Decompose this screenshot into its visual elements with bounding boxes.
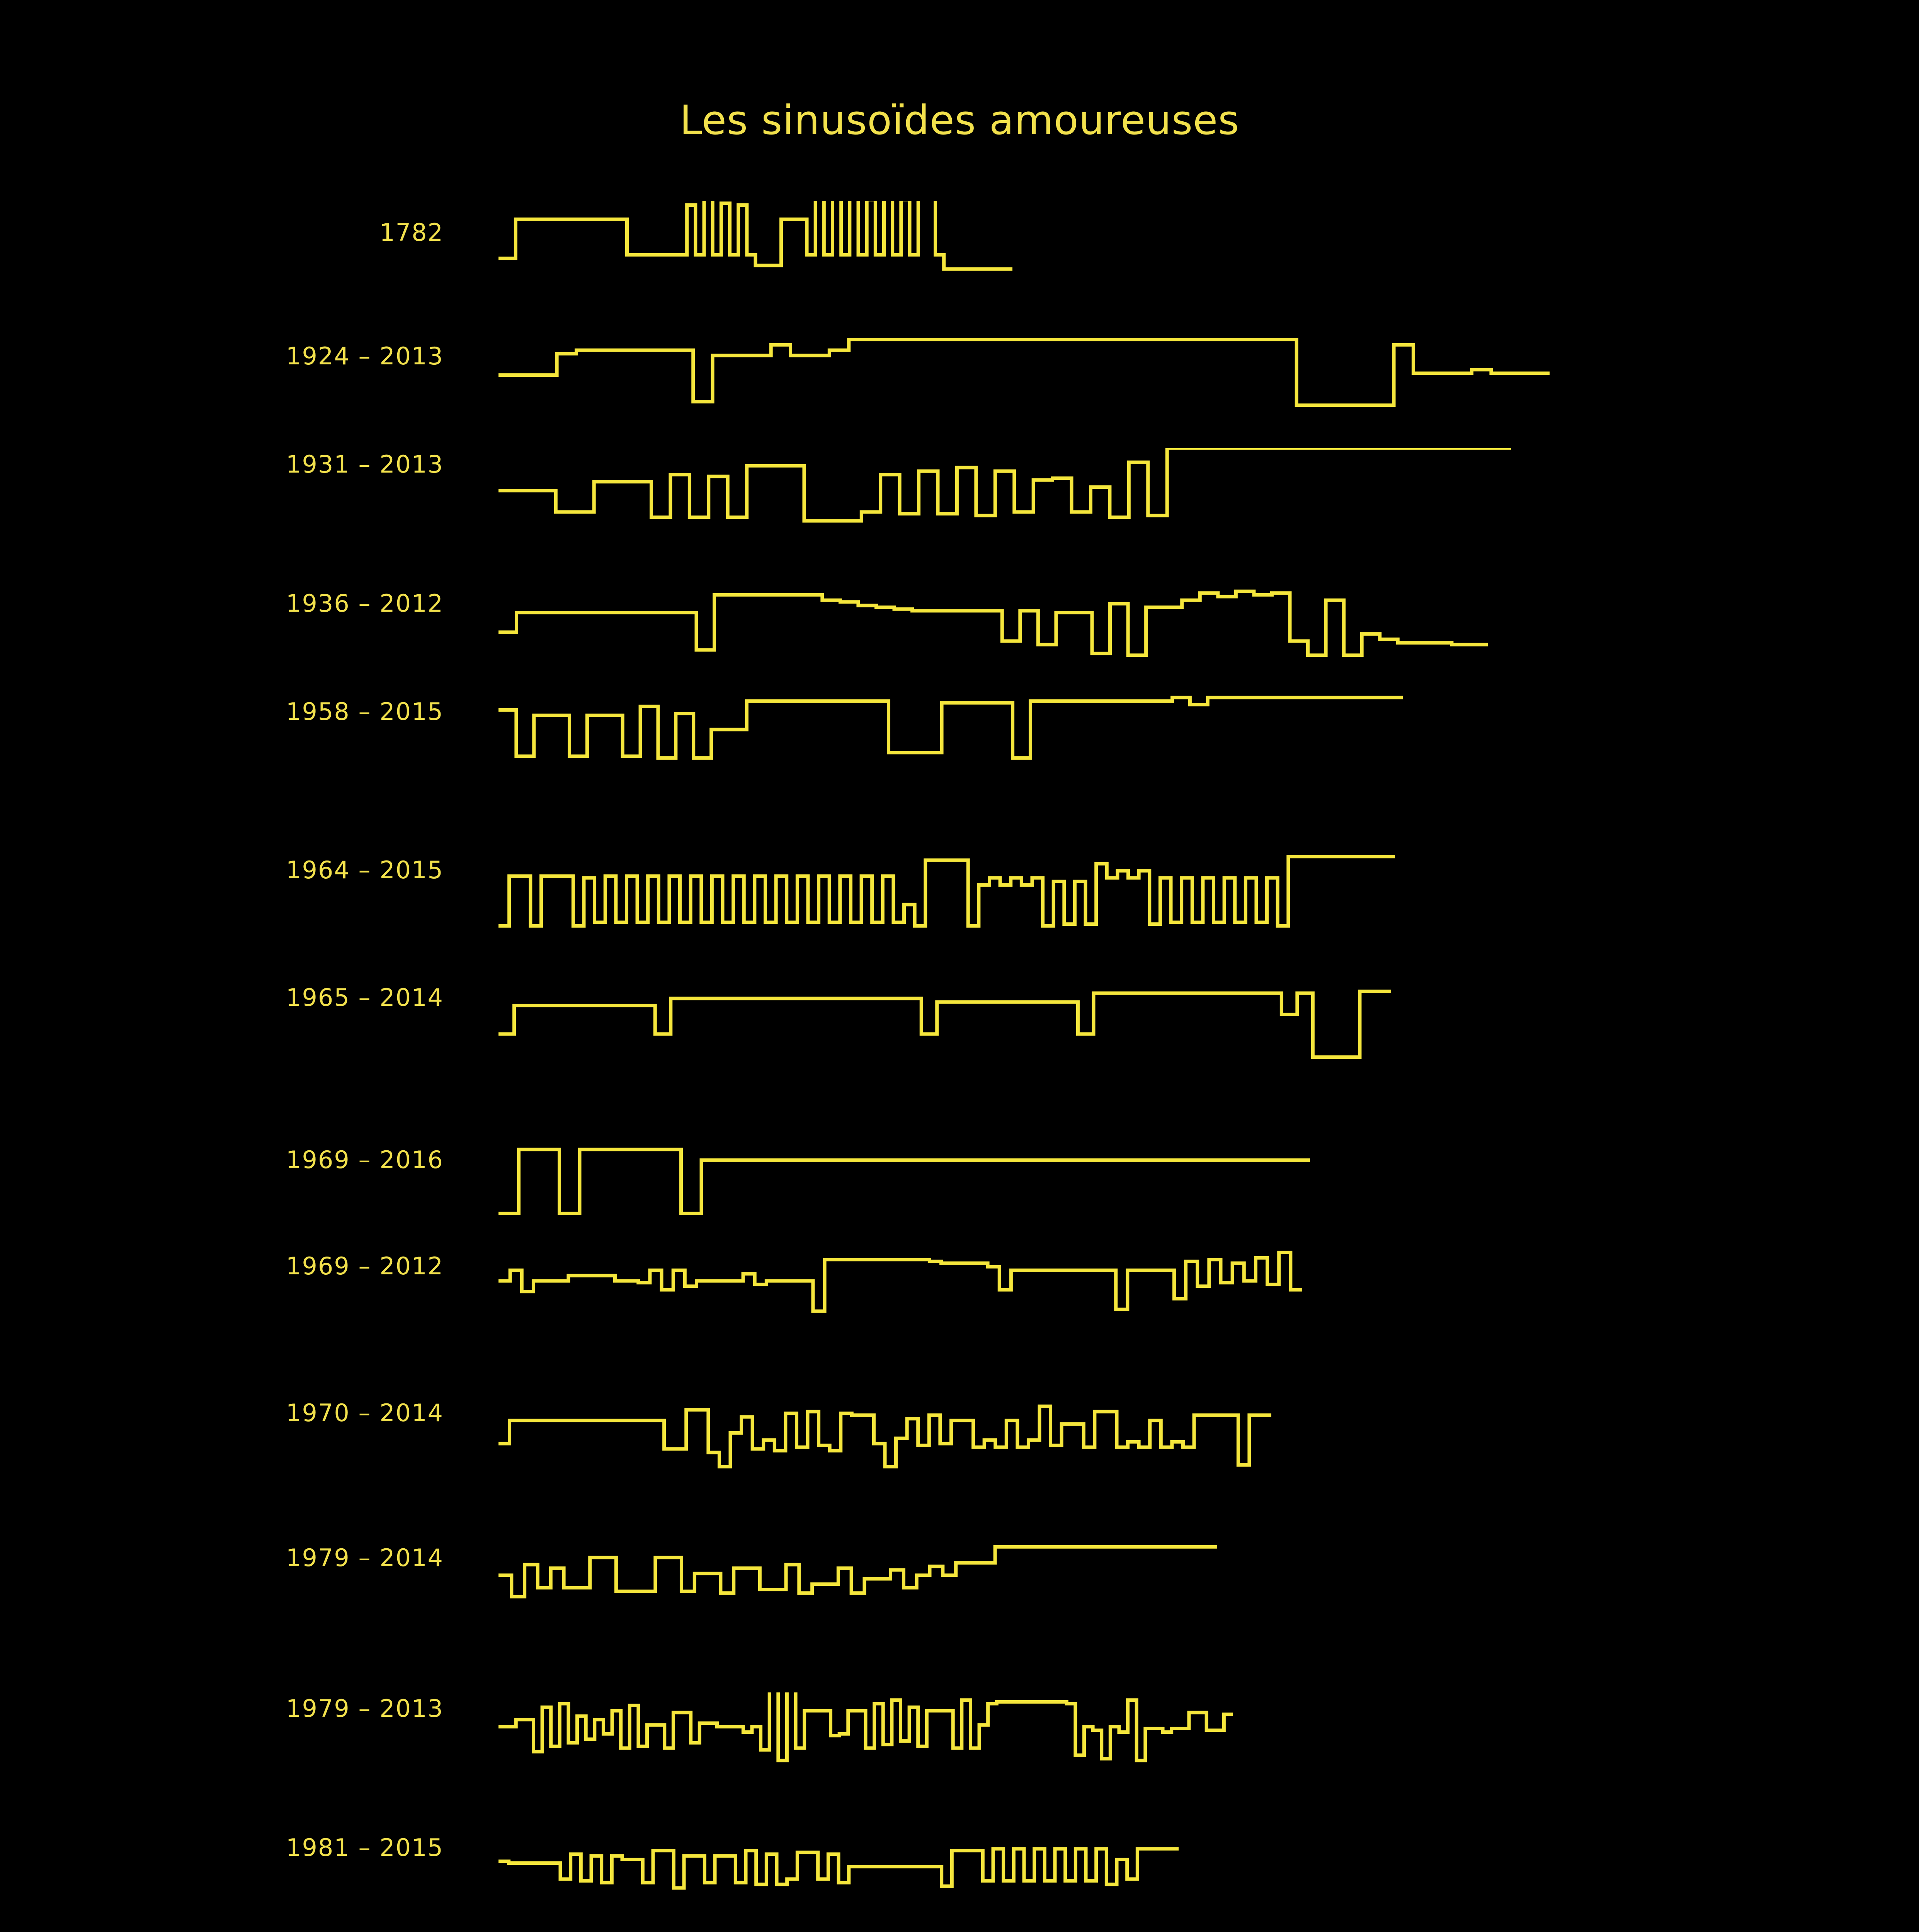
series-row: 1981 – 2015 [0,1832,1919,1932]
series-label: 1782 [379,218,444,247]
series-waveform [498,332,1550,433]
series-row: 1969 – 2012 [0,1248,1919,1349]
series-label: 1979 – 2013 [286,1694,444,1723]
series-waveform [498,981,1391,1082]
series-row: 1979 – 2013 [0,1692,1919,1793]
series-label: 1969 – 2012 [286,1252,444,1280]
series-row: 1965 – 2014 [0,981,1919,1082]
series-waveform [498,1144,1310,1244]
series-label: 1958 – 2015 [286,697,444,726]
series-waveform [498,854,1395,954]
series-row: 1958 – 2015 [0,696,1919,796]
series-label: 1924 – 2013 [286,342,444,370]
series-row: 1979 – 2014 [0,1542,1919,1642]
series-row: 1931 – 2013 [0,448,1919,549]
series-row: 1924 – 2013 [0,332,1919,433]
series-waveform [498,1542,1217,1642]
series-waveform [498,201,1012,301]
series-label: 1970 – 2014 [286,1399,444,1427]
series-waveform [498,1692,1233,1793]
series-row: 1782 [0,201,1919,301]
series-waveform [498,1395,1271,1495]
series-row: 1969 – 2016 [0,1144,1919,1244]
series-label: 1969 – 2016 [286,1146,444,1174]
series-waveform [498,448,1511,549]
series-waveform [498,696,1403,796]
series-waveform [498,1248,1302,1349]
series-row: 1936 – 2012 [0,587,1919,688]
series-row: 1970 – 2014 [0,1395,1919,1495]
page-title: Les sinusoïdes amoureuses [679,97,1240,144]
series-waveform [498,587,1488,688]
series-label: 1965 – 2014 [286,983,444,1012]
series-label: 1964 – 2015 [286,856,444,884]
series-waveform [498,1832,1179,1932]
series-label: 1981 – 2015 [286,1833,444,1862]
series-label: 1931 – 2013 [286,450,444,478]
series-label: 1936 – 2012 [286,589,444,617]
series-label: 1979 – 2014 [286,1544,444,1572]
series-row: 1964 – 2015 [0,854,1919,954]
